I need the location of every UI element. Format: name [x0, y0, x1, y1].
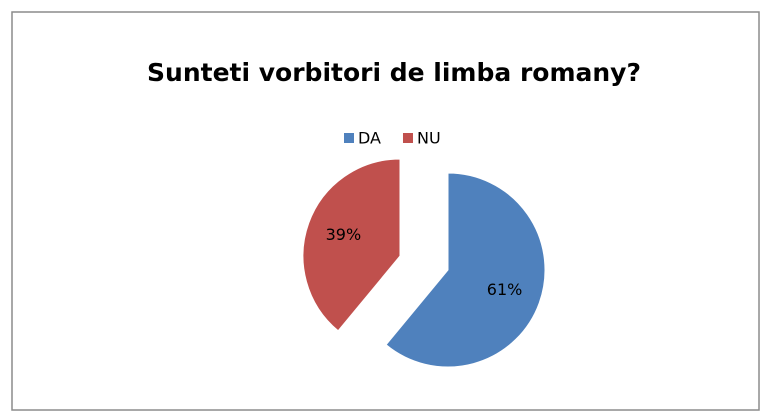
data-label: 39% [326, 225, 362, 244]
legend-label: DA [358, 129, 381, 148]
pie-slice [302, 158, 401, 332]
legend-swatch [402, 133, 413, 143]
pie-slice [385, 172, 546, 368]
data-label: 61% [487, 280, 523, 299]
legend-swatch [344, 133, 354, 143]
legend-label: NU [417, 129, 441, 148]
chart-title: Sunteti vorbitori de limba romany? [147, 58, 641, 87]
